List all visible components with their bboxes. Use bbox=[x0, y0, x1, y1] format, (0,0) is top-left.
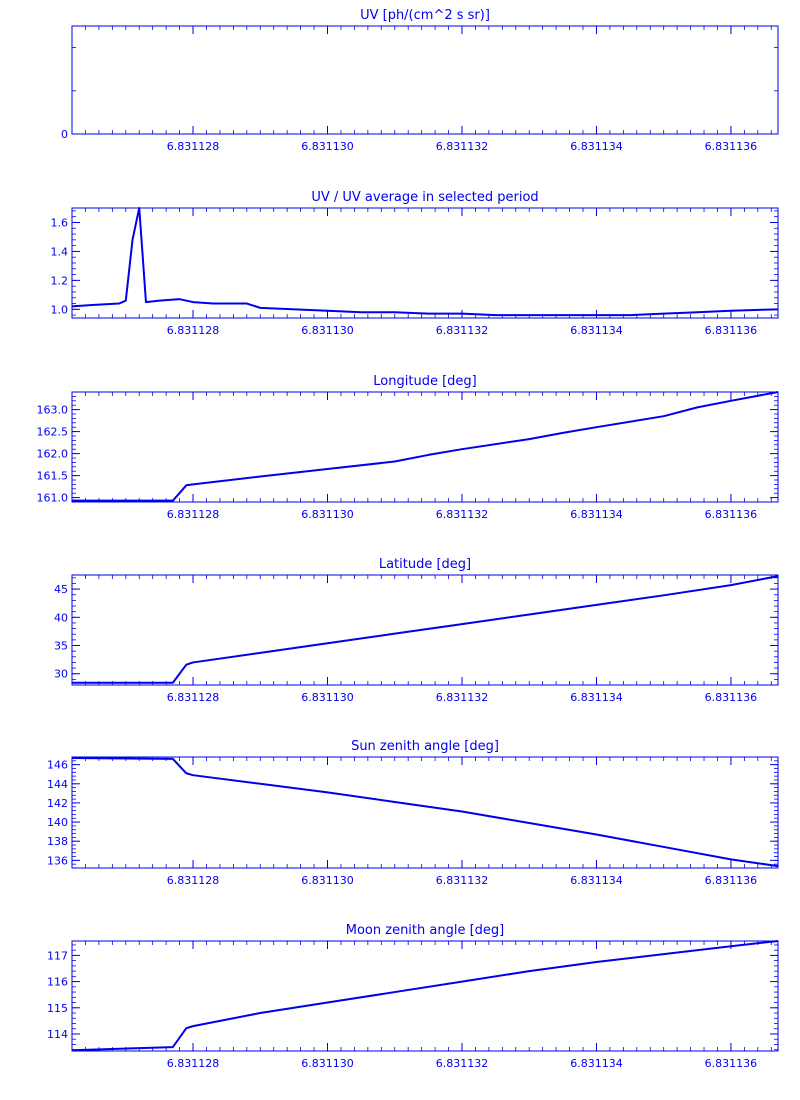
chart-panel-3: Longitude [deg] 6.831128 6.831130 6.831132 6… bbox=[37, 374, 779, 521]
x-tick-label: 6.831130 bbox=[301, 508, 354, 521]
x-tick-label: 6.831128 bbox=[167, 508, 220, 521]
y-tick-label: 35 bbox=[54, 640, 68, 653]
y-tick-label: 1.0 bbox=[51, 303, 69, 316]
y-tick-label: 30 bbox=[54, 668, 68, 681]
x-tick-label: 6.831130 bbox=[301, 691, 354, 704]
x-tick-label: 6.831128 bbox=[167, 874, 220, 887]
chart-panel-6: Moon zenith angle [deg] 6.831128 6.831130 6… bbox=[47, 923, 779, 1070]
chart-panel-2: UV / UV average in selected period 6.8311… bbox=[51, 190, 779, 337]
y-tick-label: 136 bbox=[47, 854, 68, 867]
chart-title: Longitude [deg] bbox=[373, 374, 476, 389]
x-tick-label: 6.831134 bbox=[570, 140, 623, 153]
x-tick-label: 6.831134 bbox=[570, 1057, 623, 1070]
chart-title: UV [ph/(cm^2 s sr)] bbox=[360, 8, 490, 23]
y-tick-label: 142 bbox=[47, 797, 68, 810]
plot-frame bbox=[71, 574, 779, 686]
y-tick-label: 117 bbox=[47, 949, 68, 962]
y-tick-label: 144 bbox=[47, 778, 68, 791]
x-tick-label: 6.831132 bbox=[436, 508, 489, 521]
x-tick-label: 6.831132 bbox=[436, 140, 489, 153]
chart-panel-4: Latitude [deg] 6.831128 6.831130 6.831132 6.… bbox=[54, 557, 779, 704]
x-tick-label: 6.831132 bbox=[436, 1057, 489, 1070]
y-tick-label: 40 bbox=[54, 611, 68, 624]
y-tick-label: 162.5 bbox=[37, 426, 69, 439]
x-tick-label: 6.831136 bbox=[705, 140, 758, 153]
x-tick-label: 6.831130 bbox=[301, 324, 354, 337]
x-tick-label: 6.831130 bbox=[301, 140, 354, 153]
data-line bbox=[72, 391, 779, 502]
chart-panel-5: Sun zenith angle [deg] 6.831128 6.831130 6.… bbox=[47, 739, 779, 887]
y-tick-label: 140 bbox=[47, 816, 68, 829]
y-tick-label: 116 bbox=[47, 976, 68, 989]
y-tick-label: 45 bbox=[54, 583, 68, 596]
chart-title: Latitude [deg] bbox=[379, 557, 471, 572]
chart-title: Moon zenith angle [deg] bbox=[346, 923, 504, 938]
x-tick-label: 6.831132 bbox=[436, 324, 489, 337]
x-tick-label: 6.831128 bbox=[167, 691, 220, 704]
x-tick-label: 6.831134 bbox=[570, 874, 623, 887]
x-tick-label: 6.831134 bbox=[570, 508, 623, 521]
data-line bbox=[71, 756, 779, 868]
x-tick-label: 6.831128 bbox=[167, 324, 220, 337]
chart-title: UV / UV average in selected period bbox=[311, 190, 538, 205]
y-tick-label: 115 bbox=[47, 1002, 68, 1015]
x-tick-label: 6.831128 bbox=[167, 1057, 220, 1070]
data-line bbox=[72, 575, 779, 684]
x-tick-label: 6.831130 bbox=[301, 874, 354, 887]
y-tick-label: 114 bbox=[47, 1028, 68, 1041]
x-tick-label: 6.831128 bbox=[167, 140, 220, 153]
plot-frame bbox=[71, 391, 779, 503]
x-tick-label: 6.831136 bbox=[705, 874, 758, 887]
x-tick-label: 6.831136 bbox=[705, 1057, 758, 1070]
x-tick-label: 6.831136 bbox=[705, 324, 758, 337]
plot-frame bbox=[71, 25, 779, 135]
y-tick-label: 161.0 bbox=[37, 492, 69, 505]
y-tick-label: 1.2 bbox=[51, 274, 69, 287]
y-tick-label: 1.4 bbox=[51, 245, 69, 258]
y-tick-label: 138 bbox=[47, 835, 68, 848]
y-tick-label: 0 bbox=[61, 128, 68, 141]
chart-panel-1: UV [ph/(cm^2 s sr)] 6.831128 6.831130 6.831… bbox=[61, 8, 779, 153]
y-tick-label: 163.0 bbox=[37, 404, 69, 417]
x-tick-label: 6.831134 bbox=[570, 324, 623, 337]
x-tick-label: 6.831132 bbox=[436, 691, 489, 704]
x-tick-label: 6.831130 bbox=[301, 1057, 354, 1070]
x-tick-label: 6.831136 bbox=[705, 691, 758, 704]
y-tick-label: 162.0 bbox=[37, 448, 69, 461]
y-tick-label: 1.6 bbox=[51, 216, 69, 229]
plot-frame bbox=[71, 940, 779, 1052]
plot-frame bbox=[71, 207, 779, 319]
x-tick-label: 6.831136 bbox=[705, 508, 758, 521]
chart-title: Sun zenith angle [deg] bbox=[351, 739, 499, 754]
x-tick-label: 6.831132 bbox=[436, 874, 489, 887]
y-tick-label: 146 bbox=[47, 759, 68, 772]
plot-frame bbox=[71, 756, 779, 869]
data-line bbox=[71, 207, 779, 317]
x-tick-label: 6.831134 bbox=[570, 691, 623, 704]
data-line bbox=[71, 940, 779, 1052]
y-tick-label: 161.5 bbox=[37, 470, 69, 483]
